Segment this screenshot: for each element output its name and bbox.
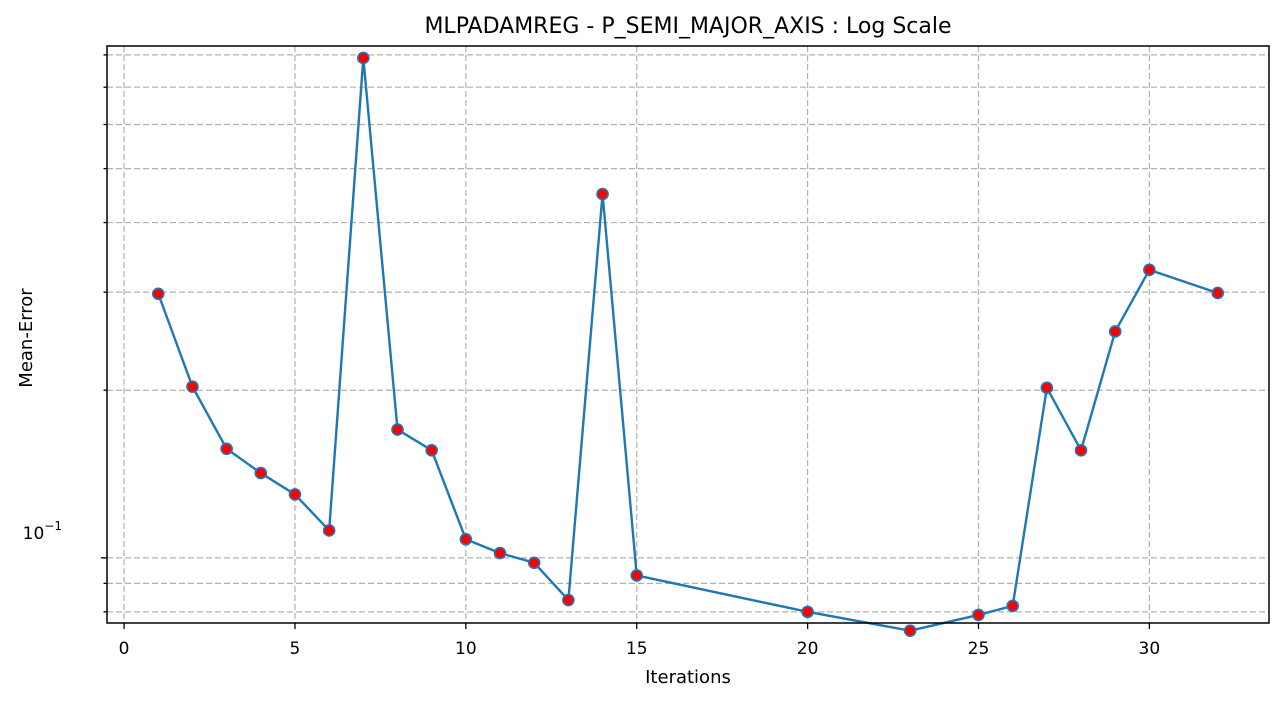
- data-point: [425, 444, 438, 457]
- data-point: [972, 608, 985, 622]
- data-point: [288, 488, 302, 501]
- y-tick-base: 10: [23, 524, 45, 544]
- x-tick-label: 15: [626, 639, 648, 659]
- x-tick-label: 0: [119, 639, 130, 659]
- data-point: [1040, 381, 1054, 395]
- series-layer: [151, 51, 1225, 638]
- data-point: [903, 624, 917, 638]
- data-point: [1074, 444, 1088, 457]
- y-tick-exponent: −1: [44, 519, 62, 533]
- data-point: [1108, 325, 1122, 338]
- data-point: [493, 546, 507, 560]
- tick-layer: 0 5 10 15 20 25 30: [101, 54, 1161, 659]
- data-point: [801, 605, 814, 619]
- data-point: [357, 51, 370, 65]
- data-point: [322, 524, 336, 537]
- x-tick-label: 5: [290, 639, 301, 659]
- x-tick-label: 30: [1139, 639, 1161, 659]
- data-point: [562, 593, 575, 607]
- data-point: [391, 423, 404, 436]
- data-point: [1211, 286, 1225, 300]
- data-point: [1143, 263, 1156, 277]
- x-tick-label: 10: [455, 639, 477, 659]
- data-point: [254, 466, 268, 480]
- data-point: [596, 187, 609, 201]
- series-line: [157, 56, 1219, 632]
- chart-title: MLPADAMREG - P_SEMI_MAJOR_AXIS : Log Sca…: [424, 14, 951, 39]
- data-point: [630, 569, 644, 582]
- x-tick-label: 25: [968, 639, 990, 659]
- grid-layer: [107, 46, 1269, 623]
- x-axis-label: Iterations: [645, 667, 731, 688]
- y-axis-label: Mean-Error: [16, 288, 37, 388]
- data-point: [527, 556, 541, 570]
- data-point: [220, 442, 233, 456]
- data-point: [459, 532, 473, 546]
- y-tick-label-major: 10−1: [23, 519, 62, 544]
- data-point: [186, 380, 199, 393]
- x-tick-label: 20: [797, 639, 819, 659]
- data-point: [1006, 599, 1019, 613]
- plot-frame: [106, 45, 1270, 624]
- data-point: [151, 287, 165, 301]
